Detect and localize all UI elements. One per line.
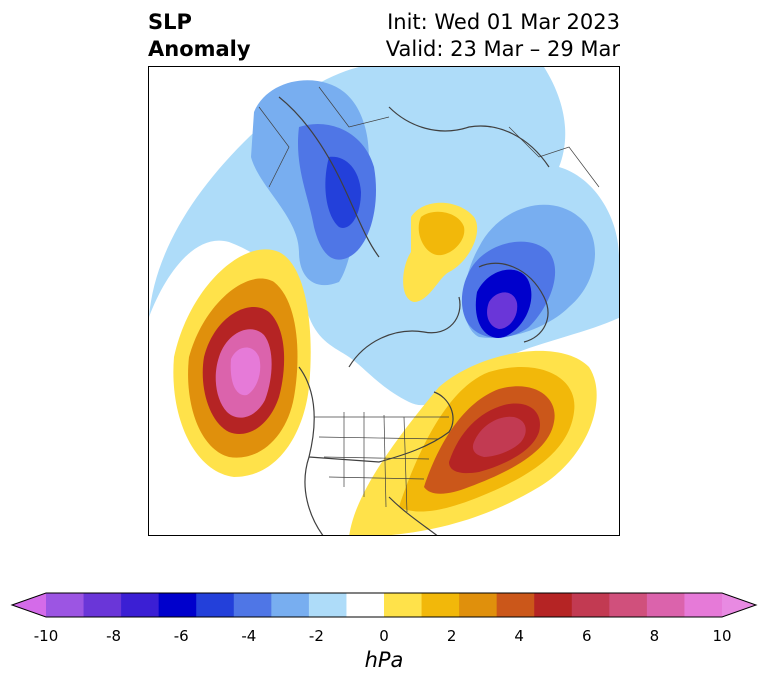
- map-dates: Init: Wed 01 Mar 2023 Valid: 23 Mar – 29…: [386, 9, 620, 63]
- title-variable: SLP: [148, 10, 192, 34]
- coastlines: [278, 96, 550, 535]
- colorbar-tick: 2: [446, 627, 457, 645]
- colorbar-segment: [83, 593, 122, 617]
- map-canvas: [149, 67, 619, 535]
- colorbar-tick: 10: [712, 627, 732, 645]
- slp-anomaly-map: [148, 66, 620, 536]
- colorbar-segment: [308, 593, 347, 617]
- colorbar-segment: [158, 593, 197, 617]
- colorbar-segment: [496, 593, 535, 617]
- anomaly-crimson-core: [472, 416, 526, 457]
- colorbar-segment: [384, 593, 423, 617]
- colorbar-tick: 4: [514, 627, 524, 645]
- colorbar-segment: [121, 593, 160, 617]
- colorbar-tick: -10: [33, 627, 59, 645]
- colorbar-tick: -8: [106, 627, 122, 645]
- colorbar-tick: 8: [649, 627, 660, 645]
- colorbar-segment: [684, 593, 723, 617]
- init-date: Init: Wed 01 Mar 2023: [387, 10, 620, 34]
- map-title: SLP Anomaly: [148, 9, 251, 63]
- colorbar-outline: [10, 592, 758, 618]
- colorbar-extend-high: [722, 593, 756, 617]
- colorbar-segment: [233, 593, 272, 617]
- colorbar: [10, 592, 758, 618]
- colorbar-tick: -2: [308, 627, 324, 645]
- colorbar-unit-label: hPa: [364, 648, 404, 672]
- valid-range: Valid: 23 Mar – 29 Mar: [385, 37, 620, 61]
- colorbar-segment: [46, 593, 85, 617]
- colorbar-extend-low: [12, 593, 46, 617]
- colorbar-segment: [346, 593, 385, 617]
- colorbar-segment: [534, 593, 573, 617]
- anomaly-deep-blue-west: [325, 156, 361, 228]
- anomaly-orange-arctic: [418, 211, 465, 256]
- colorbar-segment: [196, 593, 235, 617]
- colorbar-segment: [646, 593, 685, 617]
- colorbar-segment: [571, 593, 610, 617]
- colorbar-segment: [421, 593, 460, 617]
- colorbar-tick: 0: [379, 627, 389, 645]
- colorbar-tick: 6: [582, 627, 592, 645]
- anomaly-pink-core: [230, 347, 261, 396]
- anomaly-purple-core: [487, 292, 518, 329]
- colorbar-tick: -4: [241, 627, 257, 645]
- title-type: Anomaly: [148, 37, 251, 61]
- political-borders: [258, 86, 600, 513]
- colorbar-segment: [271, 593, 310, 617]
- colorbar-segment: [609, 593, 648, 617]
- colorbar-segments: [12, 593, 756, 617]
- colorbar-segment: [459, 593, 498, 617]
- colorbar-tick: -6: [173, 627, 189, 645]
